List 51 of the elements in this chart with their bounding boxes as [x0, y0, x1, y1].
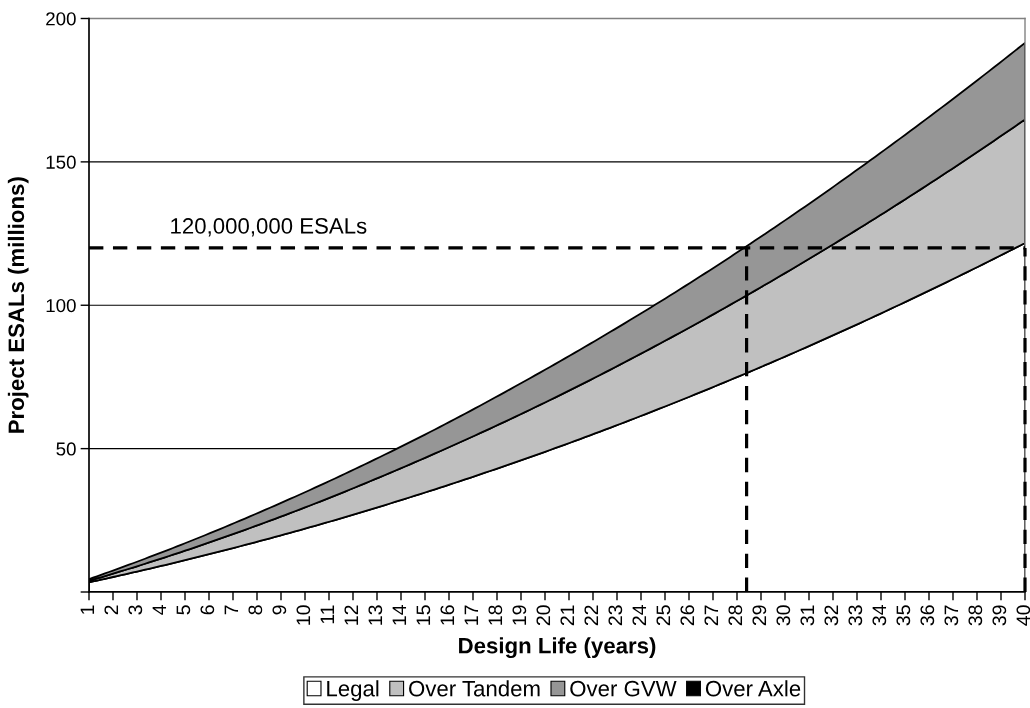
legend-label: Over Tandem [409, 680, 540, 697]
x-tick-label: 36 [920, 605, 935, 626]
x-tick-label: 1 [80, 605, 95, 614]
x-tick-label: 22 [584, 605, 599, 626]
x-tick-label: 32 [824, 605, 839, 626]
x-tick-label: 23 [608, 605, 623, 626]
x-tick-label: 34 [872, 605, 887, 626]
x-tick-label: 25 [656, 605, 671, 626]
x-tick-label: 10 [296, 605, 311, 625]
x-tick-label: 3 [128, 605, 143, 615]
x-tick-label: 9 [272, 605, 287, 615]
legend-label: Over GVW [570, 680, 677, 697]
x-tick-label: 39 [992, 605, 1007, 626]
x-tick-label: 20 [536, 605, 551, 626]
y-tick-label: 50 [56, 442, 76, 456]
y-axis-title: Project ESALs (millions) [7, 177, 29, 433]
x-tick-label: 38 [968, 605, 983, 626]
x-tick-label: 33 [848, 605, 863, 626]
x-tick-label: 16 [440, 605, 455, 625]
x-tick-label: 14 [392, 605, 407, 625]
x-tick-label: 31 [800, 605, 815, 626]
x-tick-label: 40 [1016, 605, 1030, 626]
x-tick-label: 4 [152, 605, 167, 615]
x-tick-label: 21 [560, 605, 575, 626]
x-tick-label: 15 [416, 605, 431, 625]
y-tick-label: 100 [46, 298, 76, 313]
x-tick-label: 17 [464, 605, 479, 625]
x-tick-label: 28 [728, 605, 743, 626]
x-tick-label: 8 [248, 605, 263, 615]
x-tick-label: 6 [200, 605, 215, 615]
x-tick-label: 27 [704, 605, 719, 626]
ref-line-label: 120,000,000 ESALs [171, 218, 367, 237]
x-tick-label: 29 [752, 605, 767, 626]
x-tick-label: 18 [488, 605, 503, 625]
x-tick-label: 5 [176, 605, 191, 615]
x-tick-label: 35 [896, 605, 911, 626]
x-axis-title: Design Life (years) [459, 637, 656, 659]
y-tick-label: 150 [46, 155, 76, 169]
x-tick-label: 30 [776, 605, 791, 626]
x-tick-label: 7 [224, 605, 239, 615]
legend-label: Over Axle [705, 680, 801, 697]
x-tick-label: 37 [944, 605, 959, 626]
x-tick-label: 11 [320, 605, 335, 624]
x-tick-label: 12 [344, 605, 359, 625]
y-tick-label: 200 [46, 12, 76, 26]
x-tick-label: 26 [680, 605, 695, 626]
x-tick-label: 19 [512, 605, 527, 625]
legend-label: Legal [327, 680, 379, 701]
x-tick-label: 24 [632, 605, 647, 626]
x-tick-label: 13 [368, 605, 383, 625]
x-tick-label: 2 [104, 605, 119, 615]
